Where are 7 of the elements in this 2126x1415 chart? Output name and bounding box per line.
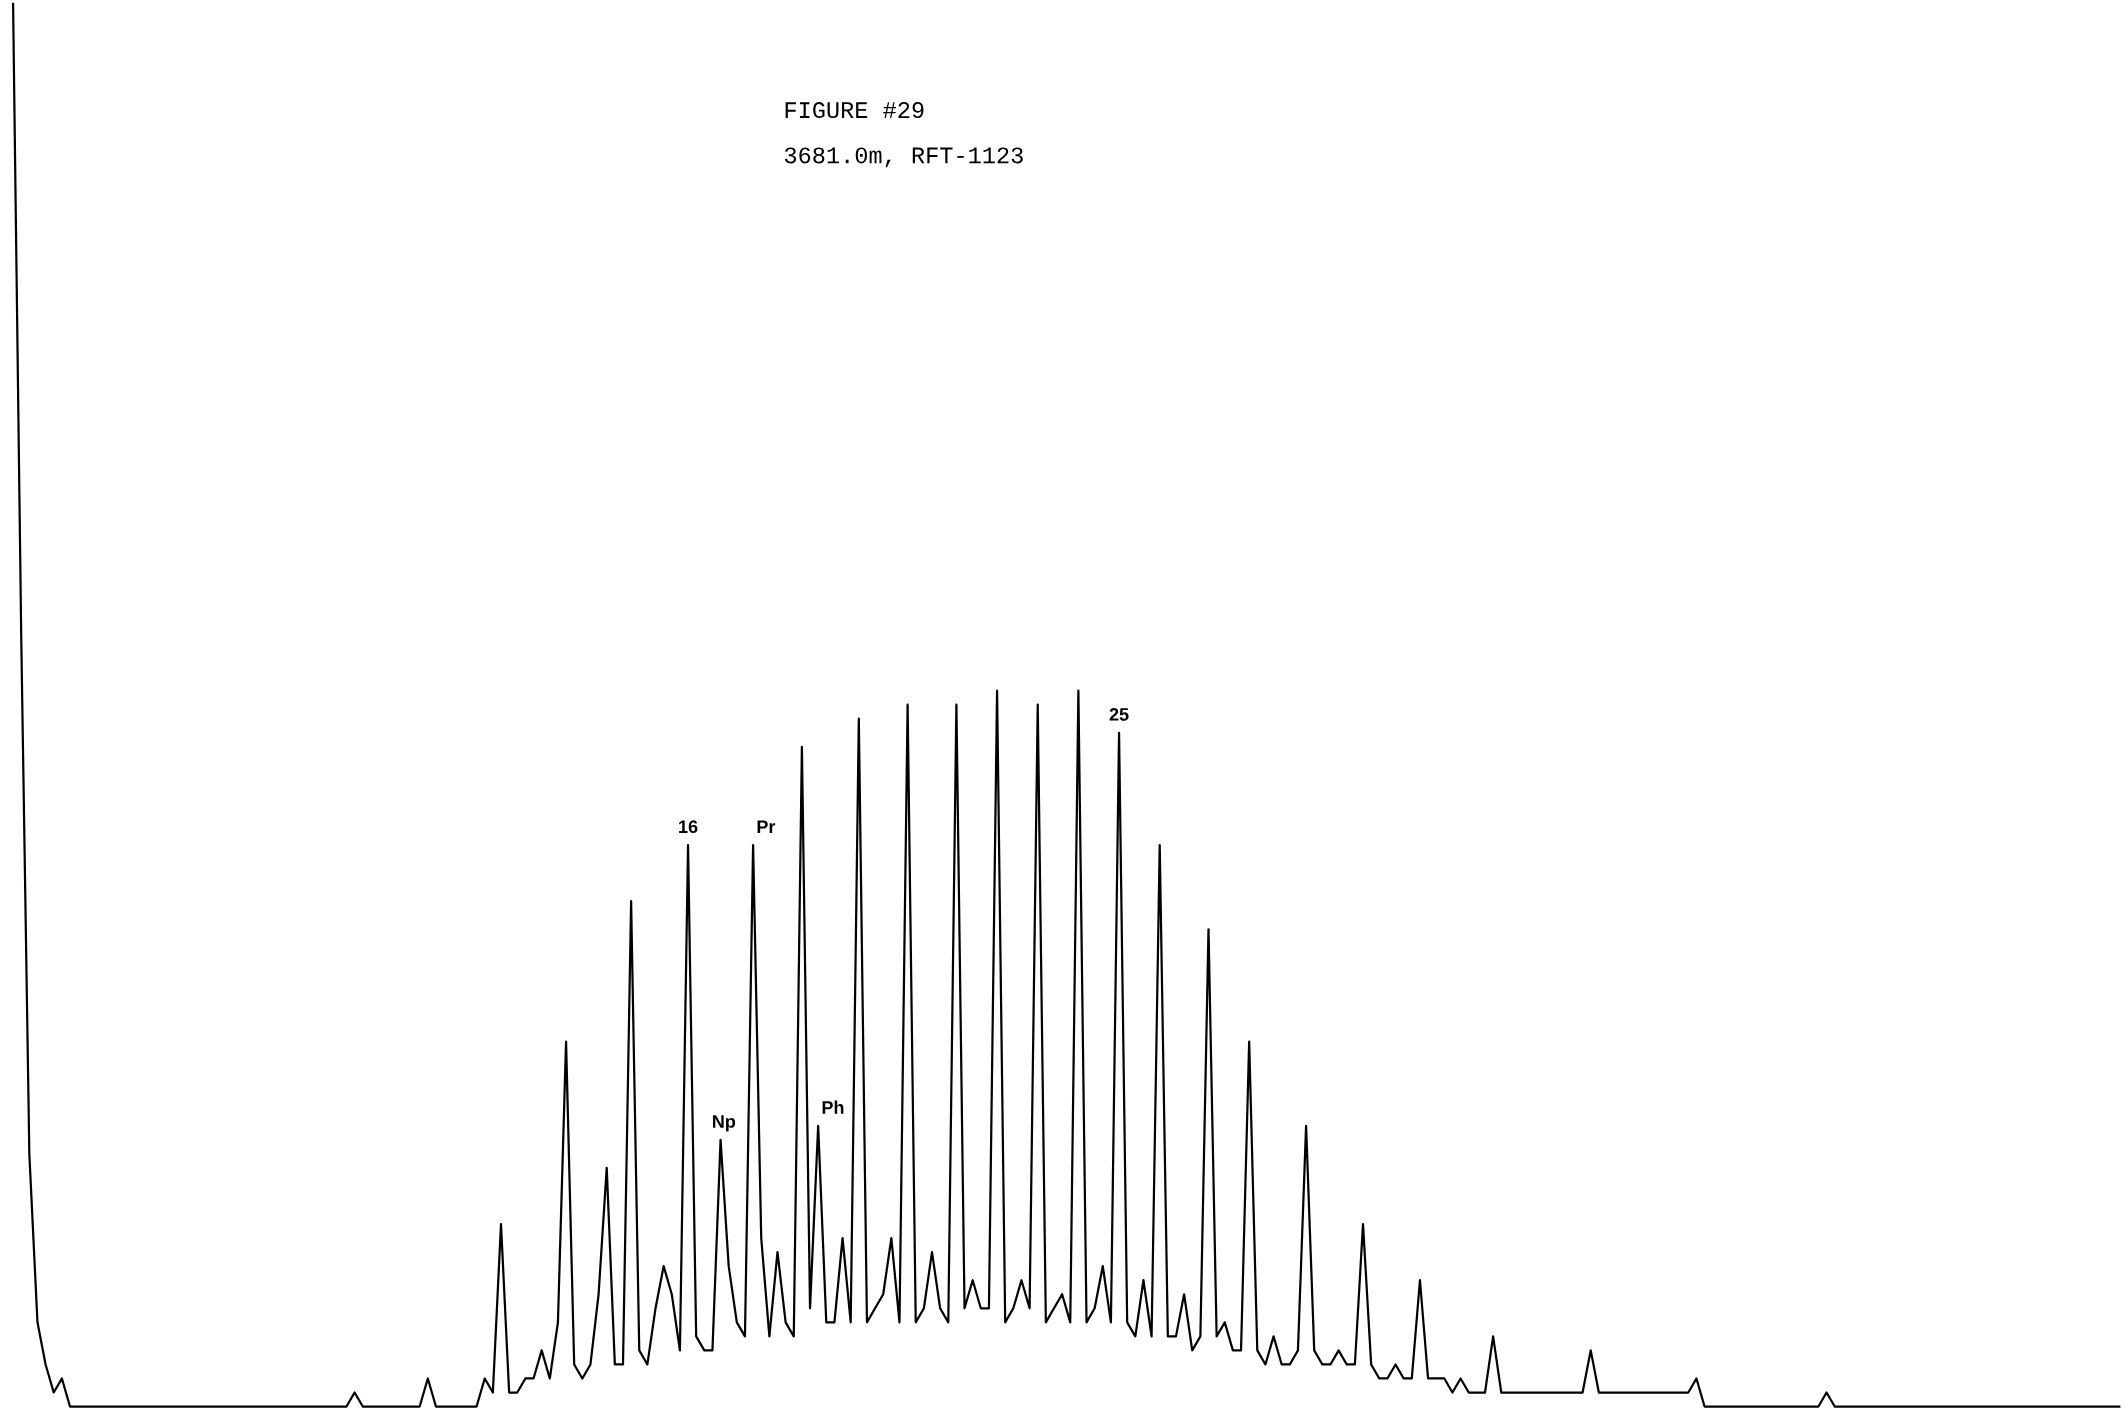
text: 3681.0m, RFT-1123 <box>784 147 1023 168</box>
annotation: 16 <box>679 820 698 834</box>
annotation: Ph <box>822 1100 844 1114</box>
annotation: Np <box>713 1115 736 1132</box>
text: FIGURE #29 <box>785 102 924 119</box>
annotation: 25 <box>1109 707 1129 721</box>
annotation: Pr <box>757 820 776 833</box>
